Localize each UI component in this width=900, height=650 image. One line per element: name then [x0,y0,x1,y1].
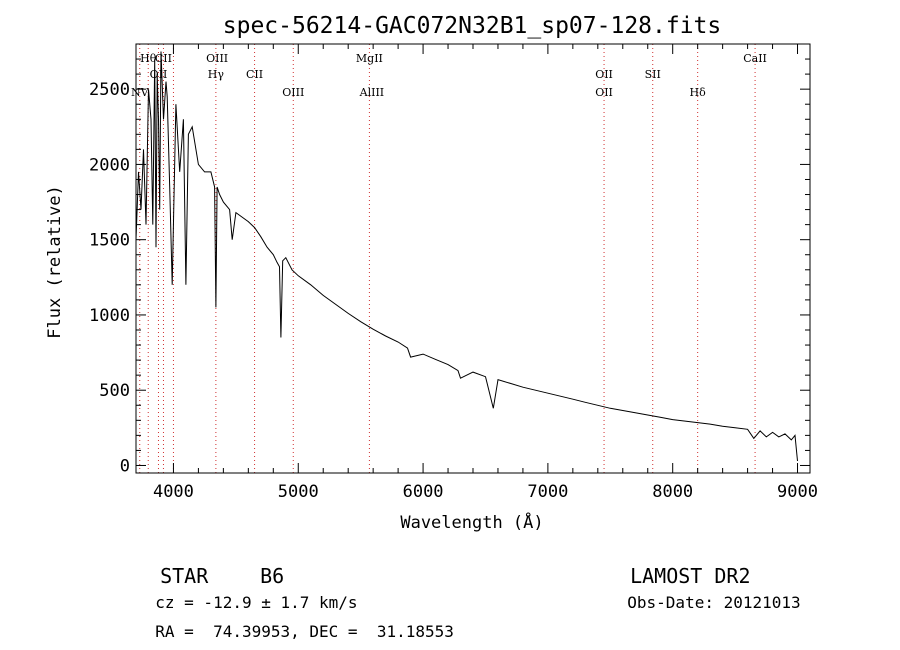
line-marker-label: Hθ [140,52,157,65]
x-axis-label: Wavelength (Å) [400,511,543,533]
line-marker-label: OII [595,86,613,99]
coordinates: RA = 74.39953, DEC = 31.18553 [155,622,454,641]
line-marker-label: Hδ [690,86,707,99]
line-marker-label: OII [150,68,168,81]
line-marker-label: MgII [356,52,383,65]
line-marker-label: AlIII [359,86,385,99]
x-tick-label: 5000 [278,482,319,502]
line-marker-label: Hγ [208,68,225,81]
object-type: STAR [160,564,209,588]
line-marker-label: CII [246,68,263,81]
plot-frame [135,43,811,474]
x-tick-label: 7000 [527,482,568,502]
y-axis-label: Flux (relative) [45,185,65,339]
line-marker-label: OIII [282,86,304,99]
y-tick-label: 0 [120,456,130,476]
obs-date: Obs-Date: 20121013 [627,593,801,612]
line-marker-label: OIII [206,52,228,65]
line-marker-label: OII [595,68,613,81]
line-marker-label: NV [131,86,150,99]
y-tick-label: 1000 [89,306,130,326]
redshift-text: cz = -12.9 ± 1.7 km/s [155,593,358,612]
spectrum-series [135,51,798,462]
y-tick-label: 2000 [89,155,130,175]
line-marker-label: SII [645,68,661,81]
spectral-subclass: B6 [260,564,285,588]
x-tick-label: 6000 [403,482,444,502]
y-tick-label: 1500 [89,231,130,251]
chart-title: spec-56214-GAC072N32B1_sp07-128.fits [223,13,722,39]
y-tick-label: 2500 [89,80,130,100]
y-tick-label: 500 [99,381,130,401]
x-tick-label: 4000 [153,482,194,502]
survey-name: LAMOST DR2 [630,564,751,588]
x-tick-label: 8000 [652,482,693,502]
axis-ticks: 4000 5000 6000 7000 8000 9000 0 500 1000 1500 2000… [89,44,818,502]
line-marker-label: CaII [743,52,767,65]
x-tick-label: 9000 [777,482,818,502]
line-marker-label: CII [155,52,172,65]
